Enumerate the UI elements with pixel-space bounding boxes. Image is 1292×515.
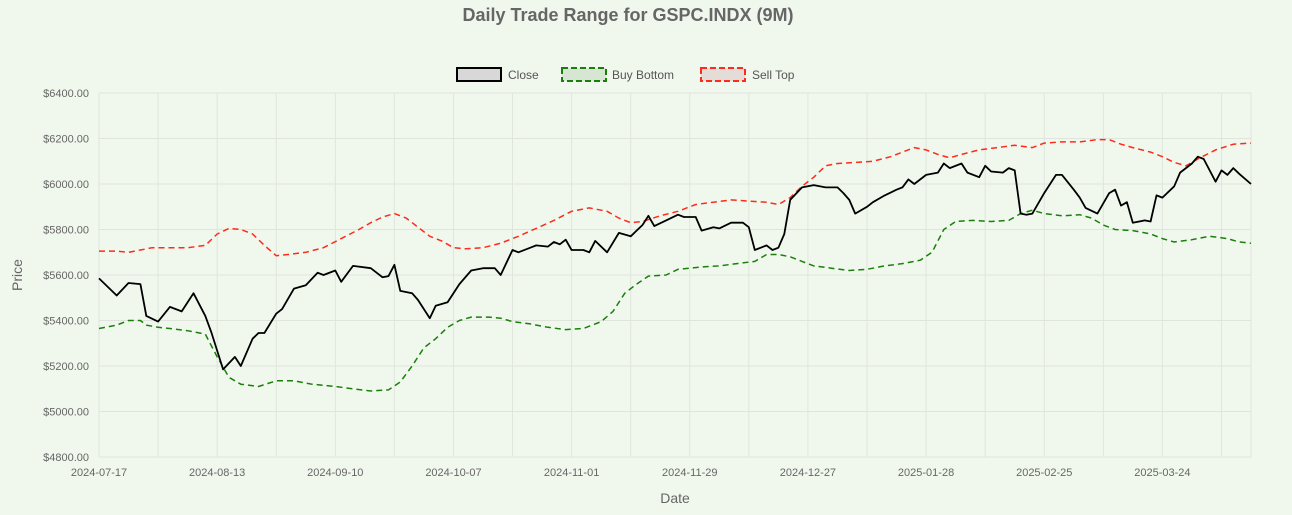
x-tick-label: 2024-10-07 (425, 467, 481, 479)
y-axis-ticks: $4800.00 $5000.00 $5200.00 $5400.00 $5600.00… (43, 88, 89, 464)
y-tick-label: $4800.00 (43, 452, 89, 464)
x-tick-label: 2025-03-24 (1134, 467, 1190, 479)
series-line-buy-bottom (98, 209, 1252, 392)
y-tick-label: $5200.00 (43, 361, 89, 373)
x-tick-label: 2025-01-28 (898, 467, 954, 479)
x-axis-ticks: 2024-07-17 2024-08-13 2024-09-10 2024-10-07… (71, 467, 1191, 479)
x-tick-label: 2024-11-29 (662, 467, 717, 479)
legend-item-sell-top[interactable]: Sell Top (700, 67, 795, 82)
legend-swatch-sell-top (700, 67, 746, 82)
chart-title: Daily Trade Range for GSPC.INDX (9M) (462, 5, 793, 25)
x-tick-label: 2024-12-27 (780, 467, 836, 479)
legend-label-sell-top: Sell Top (752, 68, 795, 82)
legend-label-close: Close (508, 68, 539, 82)
series-lines (98, 138, 1252, 392)
y-tick-label: $5000.00 (43, 407, 89, 419)
y-tick-label: $5400.00 (43, 316, 89, 328)
legend-swatch-buy-bottom (561, 67, 607, 82)
gridlines (98, 92, 1252, 458)
y-axis-title: Price (9, 259, 25, 291)
legend-swatch-close (456, 67, 502, 82)
legend-item-buy-bottom[interactable]: Buy Bottom (561, 67, 674, 82)
y-tick-label: $6200.00 (43, 134, 89, 146)
legend-label-buy-bottom: Buy Bottom (612, 68, 674, 82)
y-tick-label: $5800.00 (43, 225, 89, 237)
x-axis-title: Date (660, 490, 690, 506)
x-tick-label: 2024-11-01 (544, 467, 599, 479)
y-tick-label: $6400.00 (43, 88, 89, 100)
y-tick-label: $6000.00 (43, 179, 89, 191)
x-tick-label: 2024-07-17 (71, 467, 127, 479)
x-tick-label: 2024-09-10 (307, 467, 363, 479)
y-tick-label: $5600.00 (43, 270, 89, 282)
series-line-close (98, 155, 1252, 371)
x-tick-label: 2025-02-25 (1016, 467, 1072, 479)
legend-item-close[interactable]: Close (456, 67, 539, 82)
series-line-sell-top (99, 138, 1252, 257)
legend[interactable]: Close Buy Bottom Sell Top (456, 67, 795, 82)
x-tick-label: 2024-08-13 (189, 467, 245, 479)
